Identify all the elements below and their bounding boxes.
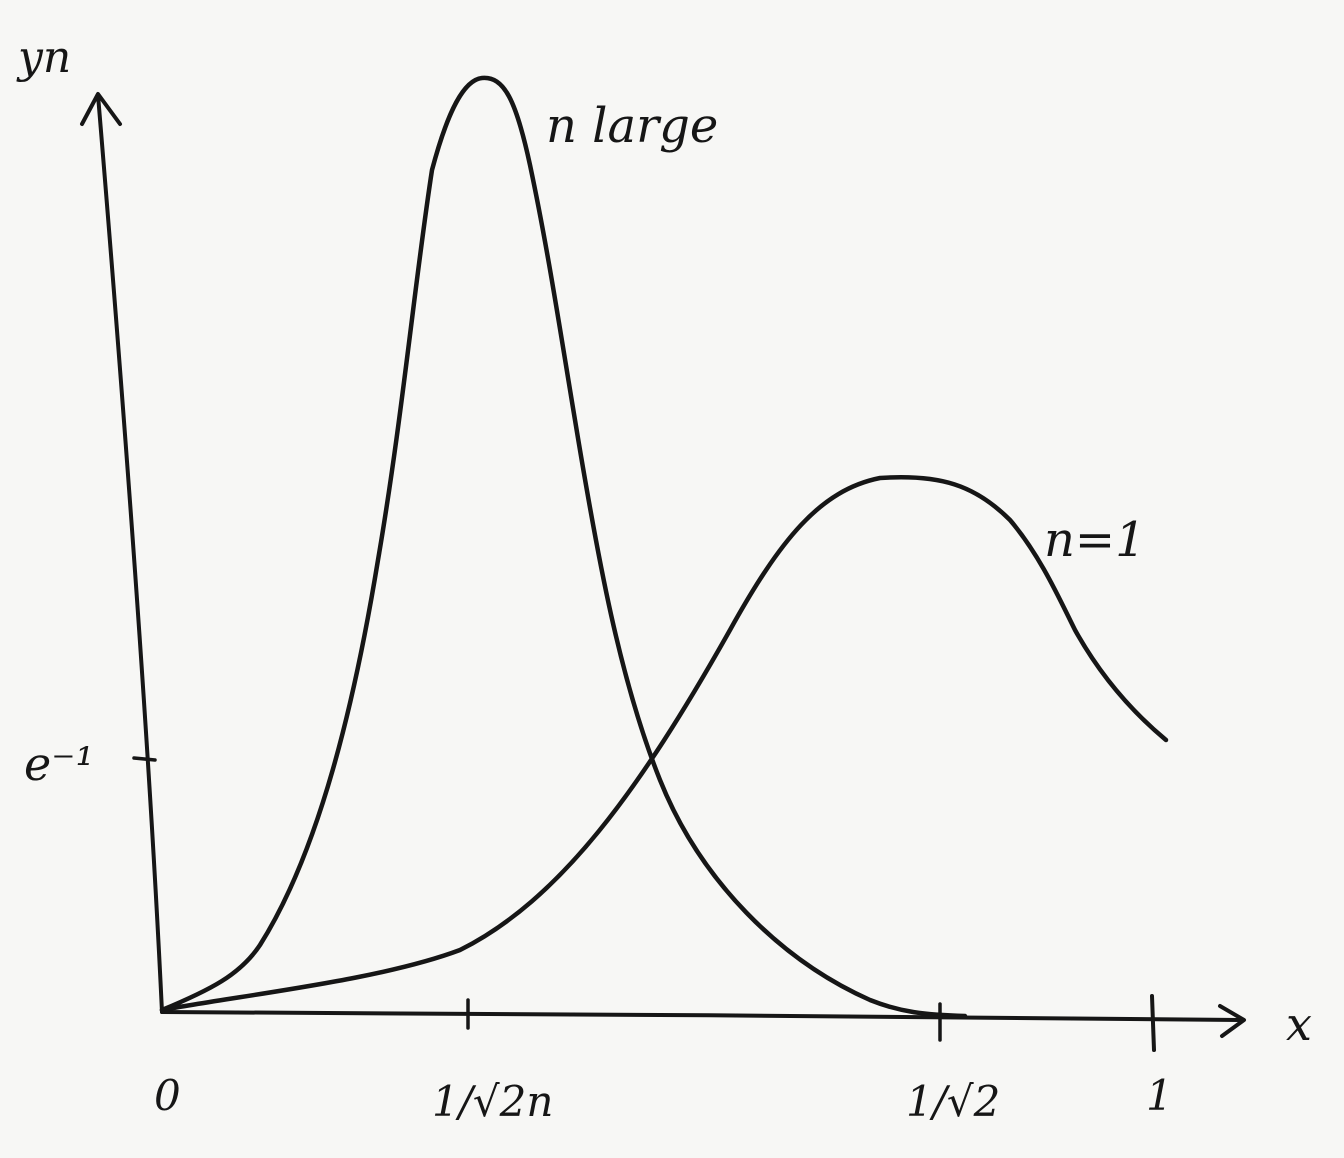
- origin-label: 0: [154, 1071, 181, 1120]
- curve-label-n-large: n large: [546, 98, 718, 154]
- y-tick-e-inverse: [132, 756, 157, 762]
- curve-n-large: [159, 75, 968, 1019]
- tick-marks: [132, 756, 1156, 1052]
- x-axis-label: x: [1286, 997, 1312, 1051]
- curve-label-n-equals-1: n=1: [1044, 512, 1146, 568]
- y-tick-label-e-inverse: e⁻¹: [24, 737, 94, 791]
- x-axis-arrowhead: [1218, 1004, 1246, 1038]
- x-tick-label-1-over-sqrt-2n: 1/√2n: [432, 1077, 553, 1126]
- y-axis: [96, 93, 164, 1014]
- y-axis-label: yn: [16, 32, 71, 83]
- x-tick-label-1-over-sqrt-2: 1/√2: [906, 1077, 1000, 1126]
- x-axis: [160, 1010, 1242, 1022]
- curve-n-equals-1: [159, 475, 1169, 1013]
- y-axis-arrowhead: [80, 92, 122, 126]
- axes: [80, 92, 1246, 1038]
- x-tick-label-1: 1: [1146, 1071, 1173, 1120]
- x-tick-1: [1150, 994, 1156, 1052]
